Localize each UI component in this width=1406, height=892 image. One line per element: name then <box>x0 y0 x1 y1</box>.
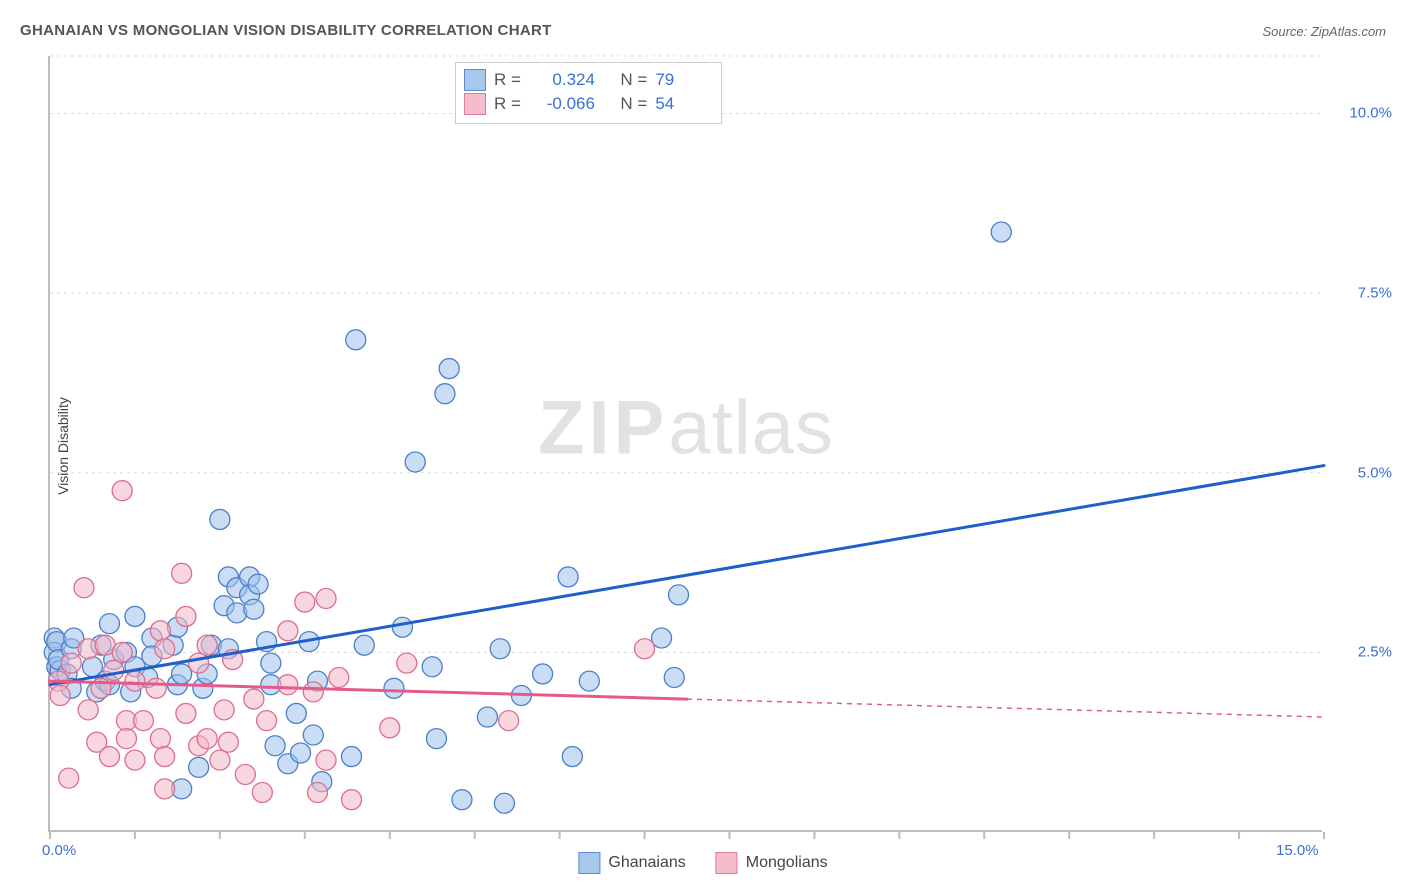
legend-item-0: Ghanaians <box>578 852 685 874</box>
y-tick-label: 2.5% <box>1358 644 1392 661</box>
correlation-legend: R = 0.324 N = 79 R = -0.066 N = 54 <box>455 62 722 124</box>
legend-swatch-1 <box>716 852 738 874</box>
corr-R-label: R = <box>494 94 521 114</box>
corr-R-label: R = <box>494 70 521 90</box>
chart-source: Source: ZipAtlas.com <box>1262 24 1386 39</box>
y-tick-label: 10.0% <box>1349 105 1392 122</box>
corr-row-1: R = 0.324 N = 79 <box>464 69 709 91</box>
corr-N-value-0: 79 <box>655 70 709 90</box>
y-tick-label: 5.0% <box>1358 464 1392 481</box>
plot-area: ZIPatlas <box>48 56 1322 832</box>
y-tick-label: 7.5% <box>1358 285 1392 302</box>
corr-R-value-1: -0.066 <box>529 94 595 114</box>
x-tick-label: 0.0% <box>42 842 76 859</box>
corr-N-label: N = <box>620 94 647 114</box>
corr-R-value-0: 0.324 <box>529 70 595 90</box>
legend-swatch-0 <box>578 852 600 874</box>
legend-label-0: Ghanaians <box>608 854 685 872</box>
chart-svg <box>50 56 1322 830</box>
corr-row-2: R = -0.066 N = 54 <box>464 93 709 115</box>
corr-N-value-1: 54 <box>655 94 709 114</box>
swatch-series-0 <box>464 69 486 91</box>
swatch-series-1 <box>464 93 486 115</box>
corr-N-label: N = <box>620 70 647 90</box>
x-tick-label: 15.0% <box>1276 842 1319 859</box>
legend-item-1: Mongolians <box>716 852 828 874</box>
chart-title: GHANAIAN VS MONGOLIAN VISION DISABILITY … <box>20 22 552 39</box>
series-legend: Ghanaians Mongolians <box>578 852 827 874</box>
legend-label-1: Mongolians <box>746 854 828 872</box>
